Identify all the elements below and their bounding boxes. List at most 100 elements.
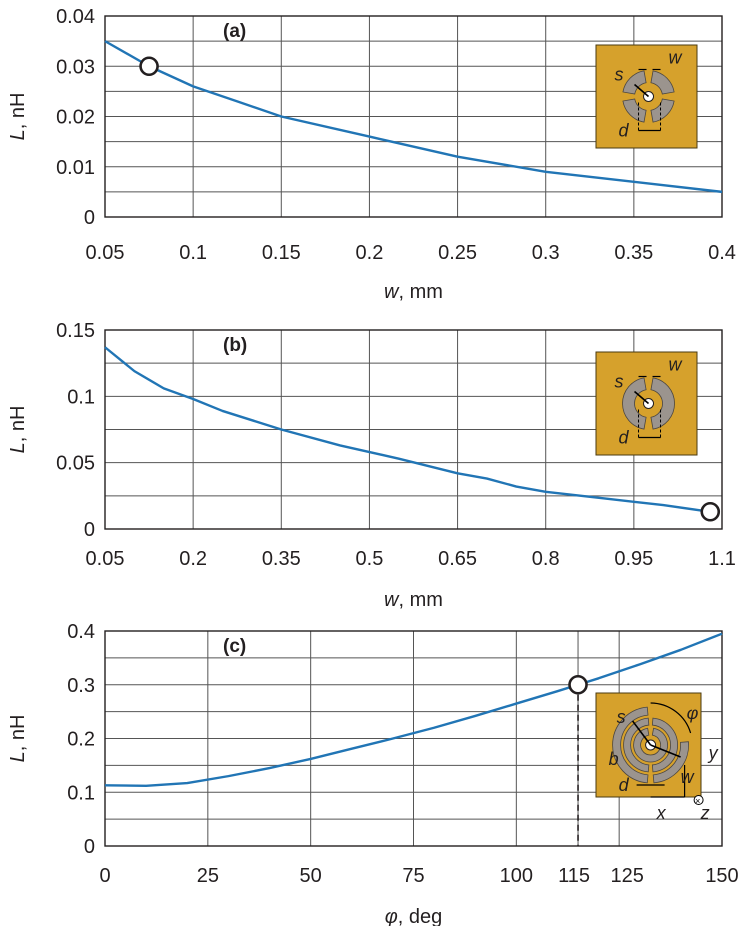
x-tick-label: 100: [500, 865, 533, 887]
x-tick-label: 0.3: [532, 242, 560, 264]
y-tick-label: 0: [84, 836, 95, 858]
ring-segment: [623, 717, 650, 773]
x-tick-label: 75: [402, 865, 424, 887]
y-axis-var: L: [7, 442, 29, 453]
x-axis-unit: , deg: [398, 906, 442, 926]
y-tick-label: 0.02: [56, 107, 95, 129]
plot-frame: [104, 15, 723, 218]
y-axis-var: L: [7, 751, 29, 762]
x-axis-label: φ, deg: [385, 906, 443, 926]
x-tick-label: 0.35: [262, 548, 301, 570]
y-tick-label: 0.05: [56, 453, 95, 475]
series-line: [104, 346, 711, 513]
x-axis-label: w, mm: [384, 281, 443, 303]
x-tick-label: 25: [197, 865, 219, 887]
x-tick-label: 0.25: [438, 242, 477, 264]
x-tick-label: 0.8: [532, 548, 560, 570]
y-tick-label: 0.3: [67, 675, 95, 697]
series-line: [104, 40, 723, 194]
x-tick-label: 50: [300, 865, 322, 887]
x-tick-label: 0.35: [614, 242, 653, 264]
ring-segment: [650, 70, 675, 95]
y-tick-label: 0.1: [67, 782, 95, 804]
panel-label: (a): [223, 21, 246, 42]
x-axis-var: w: [384, 281, 400, 303]
x-tick-label: 0.95: [614, 548, 653, 570]
x-axis-var: w: [384, 589, 400, 611]
x-tick-label: 0.05: [86, 548, 125, 570]
x-tick-label: 0.1: [179, 242, 207, 264]
y-tick-label: 0.01: [56, 157, 95, 179]
inset-label-phi: φ: [687, 703, 699, 723]
highlight-marker: [700, 501, 721, 522]
x-axis-label: w, mm: [384, 589, 443, 611]
highlight-marker: [139, 56, 159, 77]
y-tick-label: 0.1: [67, 386, 95, 408]
y-axis-unit: , nH: [7, 715, 29, 752]
x-tick-label: 0.15: [262, 242, 301, 264]
x-tick-label: 125: [610, 865, 643, 887]
inset-label-w: w: [669, 48, 683, 68]
y-axis-unit: , nH: [7, 93, 29, 130]
series-line: [104, 632, 723, 787]
ring-segment: [652, 741, 689, 784]
axis-z-marker: [693, 795, 704, 805]
x-tick-label: 0.05: [86, 242, 125, 264]
ring-segment: [622, 70, 647, 95]
panel-label: (b): [223, 335, 247, 356]
inset-label-x: x: [656, 803, 667, 823]
ring-segment: [622, 377, 647, 430]
radius-arrow-b: [650, 744, 681, 758]
y-tick-label: 0.04: [56, 6, 95, 28]
y-axis-unit: , nH: [7, 406, 29, 443]
ring-segment: [622, 98, 647, 123]
x-axis-unit: , mm: [399, 281, 443, 303]
inset-label-w: w: [681, 767, 695, 787]
inset-label-s: s: [615, 372, 624, 392]
plot-frame: [104, 329, 723, 530]
radius-arrow: [631, 720, 652, 746]
panel-label: (c): [223, 636, 246, 657]
inset-label-b: b: [609, 749, 619, 769]
highlight-marker: [568, 674, 588, 695]
inset-label-w: w: [669, 355, 683, 375]
radius-arrow: [633, 83, 650, 98]
inset-label-d: d: [619, 775, 630, 795]
x-tick-label: 0.2: [179, 548, 207, 570]
plot-frame: [104, 630, 723, 847]
y-axis-label: L, nH: [7, 93, 29, 141]
x-tick-label: 115: [558, 865, 590, 887]
inset-label-y: y: [707, 743, 719, 763]
y-tick-label: 0.15: [56, 320, 95, 342]
angle-arc: [650, 702, 692, 734]
inset-label-d: d: [619, 121, 630, 141]
ring-segment: [650, 98, 675, 123]
y-tick-label: 0.2: [67, 729, 95, 751]
x-axis-var: φ: [385, 906, 398, 926]
resonator-inset: s w d: [595, 351, 698, 456]
resonator-inset: s w d: [595, 44, 698, 149]
inset-label-s: s: [617, 707, 626, 727]
x-tick-label: 0.5: [356, 548, 384, 570]
resonator-inset: × s bd w φy x z: [595, 692, 719, 823]
y-axis-var: L: [7, 129, 29, 140]
inset-label-s: s: [615, 65, 624, 85]
x-tick-label: 0.2: [356, 242, 384, 264]
y-tick-label: 0: [84, 207, 95, 229]
ring-segment: [633, 727, 668, 763]
x-tick-label: 150: [705, 865, 738, 887]
x-tick-label: 0.4: [708, 242, 736, 264]
x-tick-label: 1.1: [708, 548, 736, 570]
axis-z-cross-icon: ×: [695, 796, 700, 806]
y-axis-label: L, nH: [7, 715, 29, 763]
inset-label-z: z: [700, 803, 710, 823]
radius-arrow: [633, 390, 650, 405]
y-tick-label: 0.4: [67, 621, 95, 643]
x-tick-label: 0.65: [438, 548, 477, 570]
y-tick-label: 0.03: [56, 56, 95, 78]
y-axis-label: L, nH: [7, 406, 29, 454]
y-tick-label: 0: [84, 519, 95, 541]
ring-segment: [612, 706, 649, 784]
inset-label-d: d: [619, 428, 630, 448]
